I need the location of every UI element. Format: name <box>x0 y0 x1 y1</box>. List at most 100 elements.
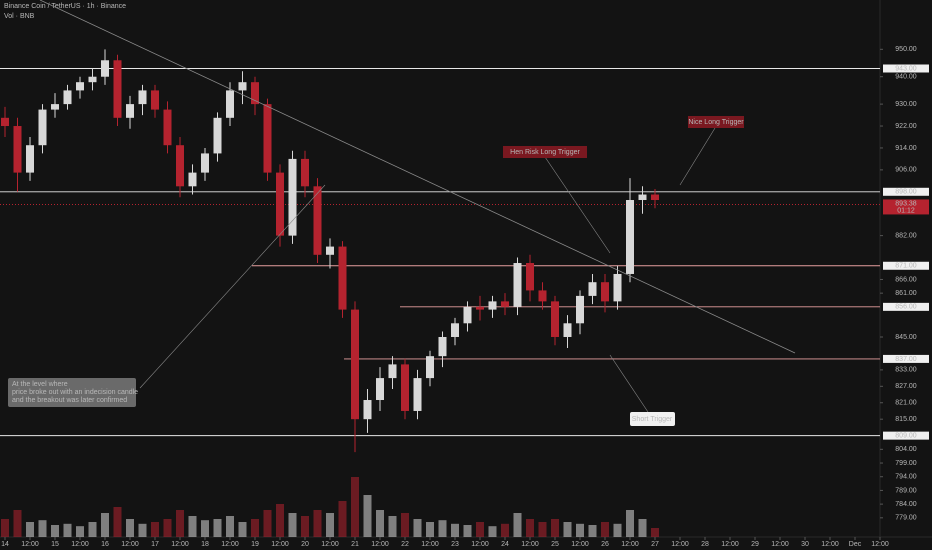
y-tick-label: 922.00 <box>895 123 917 130</box>
candle-body <box>476 306 484 310</box>
candle-body <box>263 104 272 173</box>
x-tick-label: 12:00 <box>871 541 889 548</box>
candle-body <box>376 378 384 401</box>
candle-body <box>576 295 584 324</box>
note-line: price broke out with an indecision candl… <box>12 389 138 396</box>
x-tick-label: 12:00 <box>621 541 639 548</box>
candle-body <box>151 90 159 110</box>
x-tick-label: 30 <box>801 541 809 548</box>
volume-bar <box>563 522 572 537</box>
candle-body <box>88 76 97 83</box>
volume-bar <box>501 523 509 537</box>
volume-bar <box>288 513 297 537</box>
x-tick-label: 12:00 <box>471 541 489 548</box>
y-tick-label: 827.00 <box>895 383 917 390</box>
volume-bar <box>188 516 197 537</box>
candle-body <box>213 117 222 154</box>
candle-body <box>426 356 434 379</box>
candle-body <box>351 309 359 420</box>
y-tick-label: 815.00 <box>895 416 917 423</box>
y-tick-label: 906.00 <box>895 167 917 174</box>
level-label: 898.00 <box>895 189 917 196</box>
trendline <box>39 0 796 354</box>
volume-bar <box>388 516 397 537</box>
y-tick-label: 845.00 <box>895 334 917 341</box>
nice-box <box>688 116 744 128</box>
candle-body <box>238 82 247 91</box>
note-line: At the level where <box>12 381 68 388</box>
y-tick-label: 779.00 <box>895 515 917 522</box>
candle-body <box>538 290 547 302</box>
x-tick-label: 12:00 <box>21 541 39 548</box>
candle-body <box>488 301 497 310</box>
x-tick-label: 19 <box>251 541 259 548</box>
volume-bar <box>338 501 347 537</box>
volume-bar <box>13 510 22 537</box>
candle-body <box>638 194 647 201</box>
x-tick-label: 12:00 <box>721 541 739 548</box>
candle-body <box>588 282 597 296</box>
candle-body <box>388 364 397 379</box>
candle-body <box>138 90 147 105</box>
candle-body <box>463 306 472 324</box>
volume-bar <box>626 510 634 537</box>
volume-bar <box>38 520 47 537</box>
candle-body <box>363 400 372 420</box>
volume-bar <box>213 519 222 537</box>
x-tick-label: 22 <box>401 541 409 548</box>
y-tick-label: 914.00 <box>895 145 917 152</box>
risk-box <box>503 146 587 158</box>
x-tick-label: 28 <box>701 541 709 548</box>
level-label: 809.00 <box>895 432 917 439</box>
last-price-tag <box>883 199 929 215</box>
note-box <box>8 378 136 407</box>
volume-bar <box>451 523 459 537</box>
candle-body <box>176 145 184 187</box>
x-tick-label: 17 <box>151 541 159 548</box>
level-tag <box>883 64 929 73</box>
volume-bar <box>638 519 647 537</box>
x-tick-label: 12:00 <box>271 541 289 548</box>
candle-body <box>513 263 522 307</box>
x-tick-label: 12:00 <box>321 541 339 548</box>
y-tick-label: 833.00 <box>895 367 917 374</box>
candle-body <box>501 301 509 307</box>
nice-long-trigger: Nice Long Trigger <box>688 119 744 126</box>
short-trigger: Short Trigger <box>632 416 673 423</box>
candle-body <box>163 109 172 146</box>
y-tick-label: 821.00 <box>895 400 917 407</box>
candle-body <box>101 60 109 77</box>
y-tick-label: 940.00 <box>895 74 917 81</box>
x-tick-label: 12:00 <box>221 541 239 548</box>
volume-bar <box>151 522 159 537</box>
volume-bar <box>163 519 172 537</box>
candle-body <box>613 273 622 302</box>
level-tag <box>883 187 929 196</box>
volume-bar <box>51 525 59 537</box>
candle-body <box>226 90 234 118</box>
level-tag <box>883 302 929 311</box>
x-tick-label: 14 <box>1 541 9 548</box>
volume-bar <box>613 523 622 537</box>
volume-bar <box>363 495 372 537</box>
candle-body <box>113 60 122 118</box>
level-tag <box>883 431 929 440</box>
y-tick-label: 799.00 <box>895 460 917 467</box>
candle-body <box>288 158 297 236</box>
candle-body <box>63 90 72 105</box>
volume-bar <box>488 526 497 537</box>
volume-bar <box>26 522 34 537</box>
x-tick-label: 12:00 <box>771 541 789 548</box>
y-tick-label: 784.00 <box>895 501 917 508</box>
risk-connector <box>544 156 611 254</box>
level-tag <box>883 354 929 363</box>
y-tick-label: 866.00 <box>895 276 917 283</box>
volume-bar <box>113 507 122 537</box>
x-tick-label: 15 <box>51 541 59 548</box>
candle-body <box>651 194 659 201</box>
volume-bar <box>601 522 609 537</box>
x-tick-label: 24 <box>501 541 509 548</box>
candle-body <box>451 323 459 337</box>
